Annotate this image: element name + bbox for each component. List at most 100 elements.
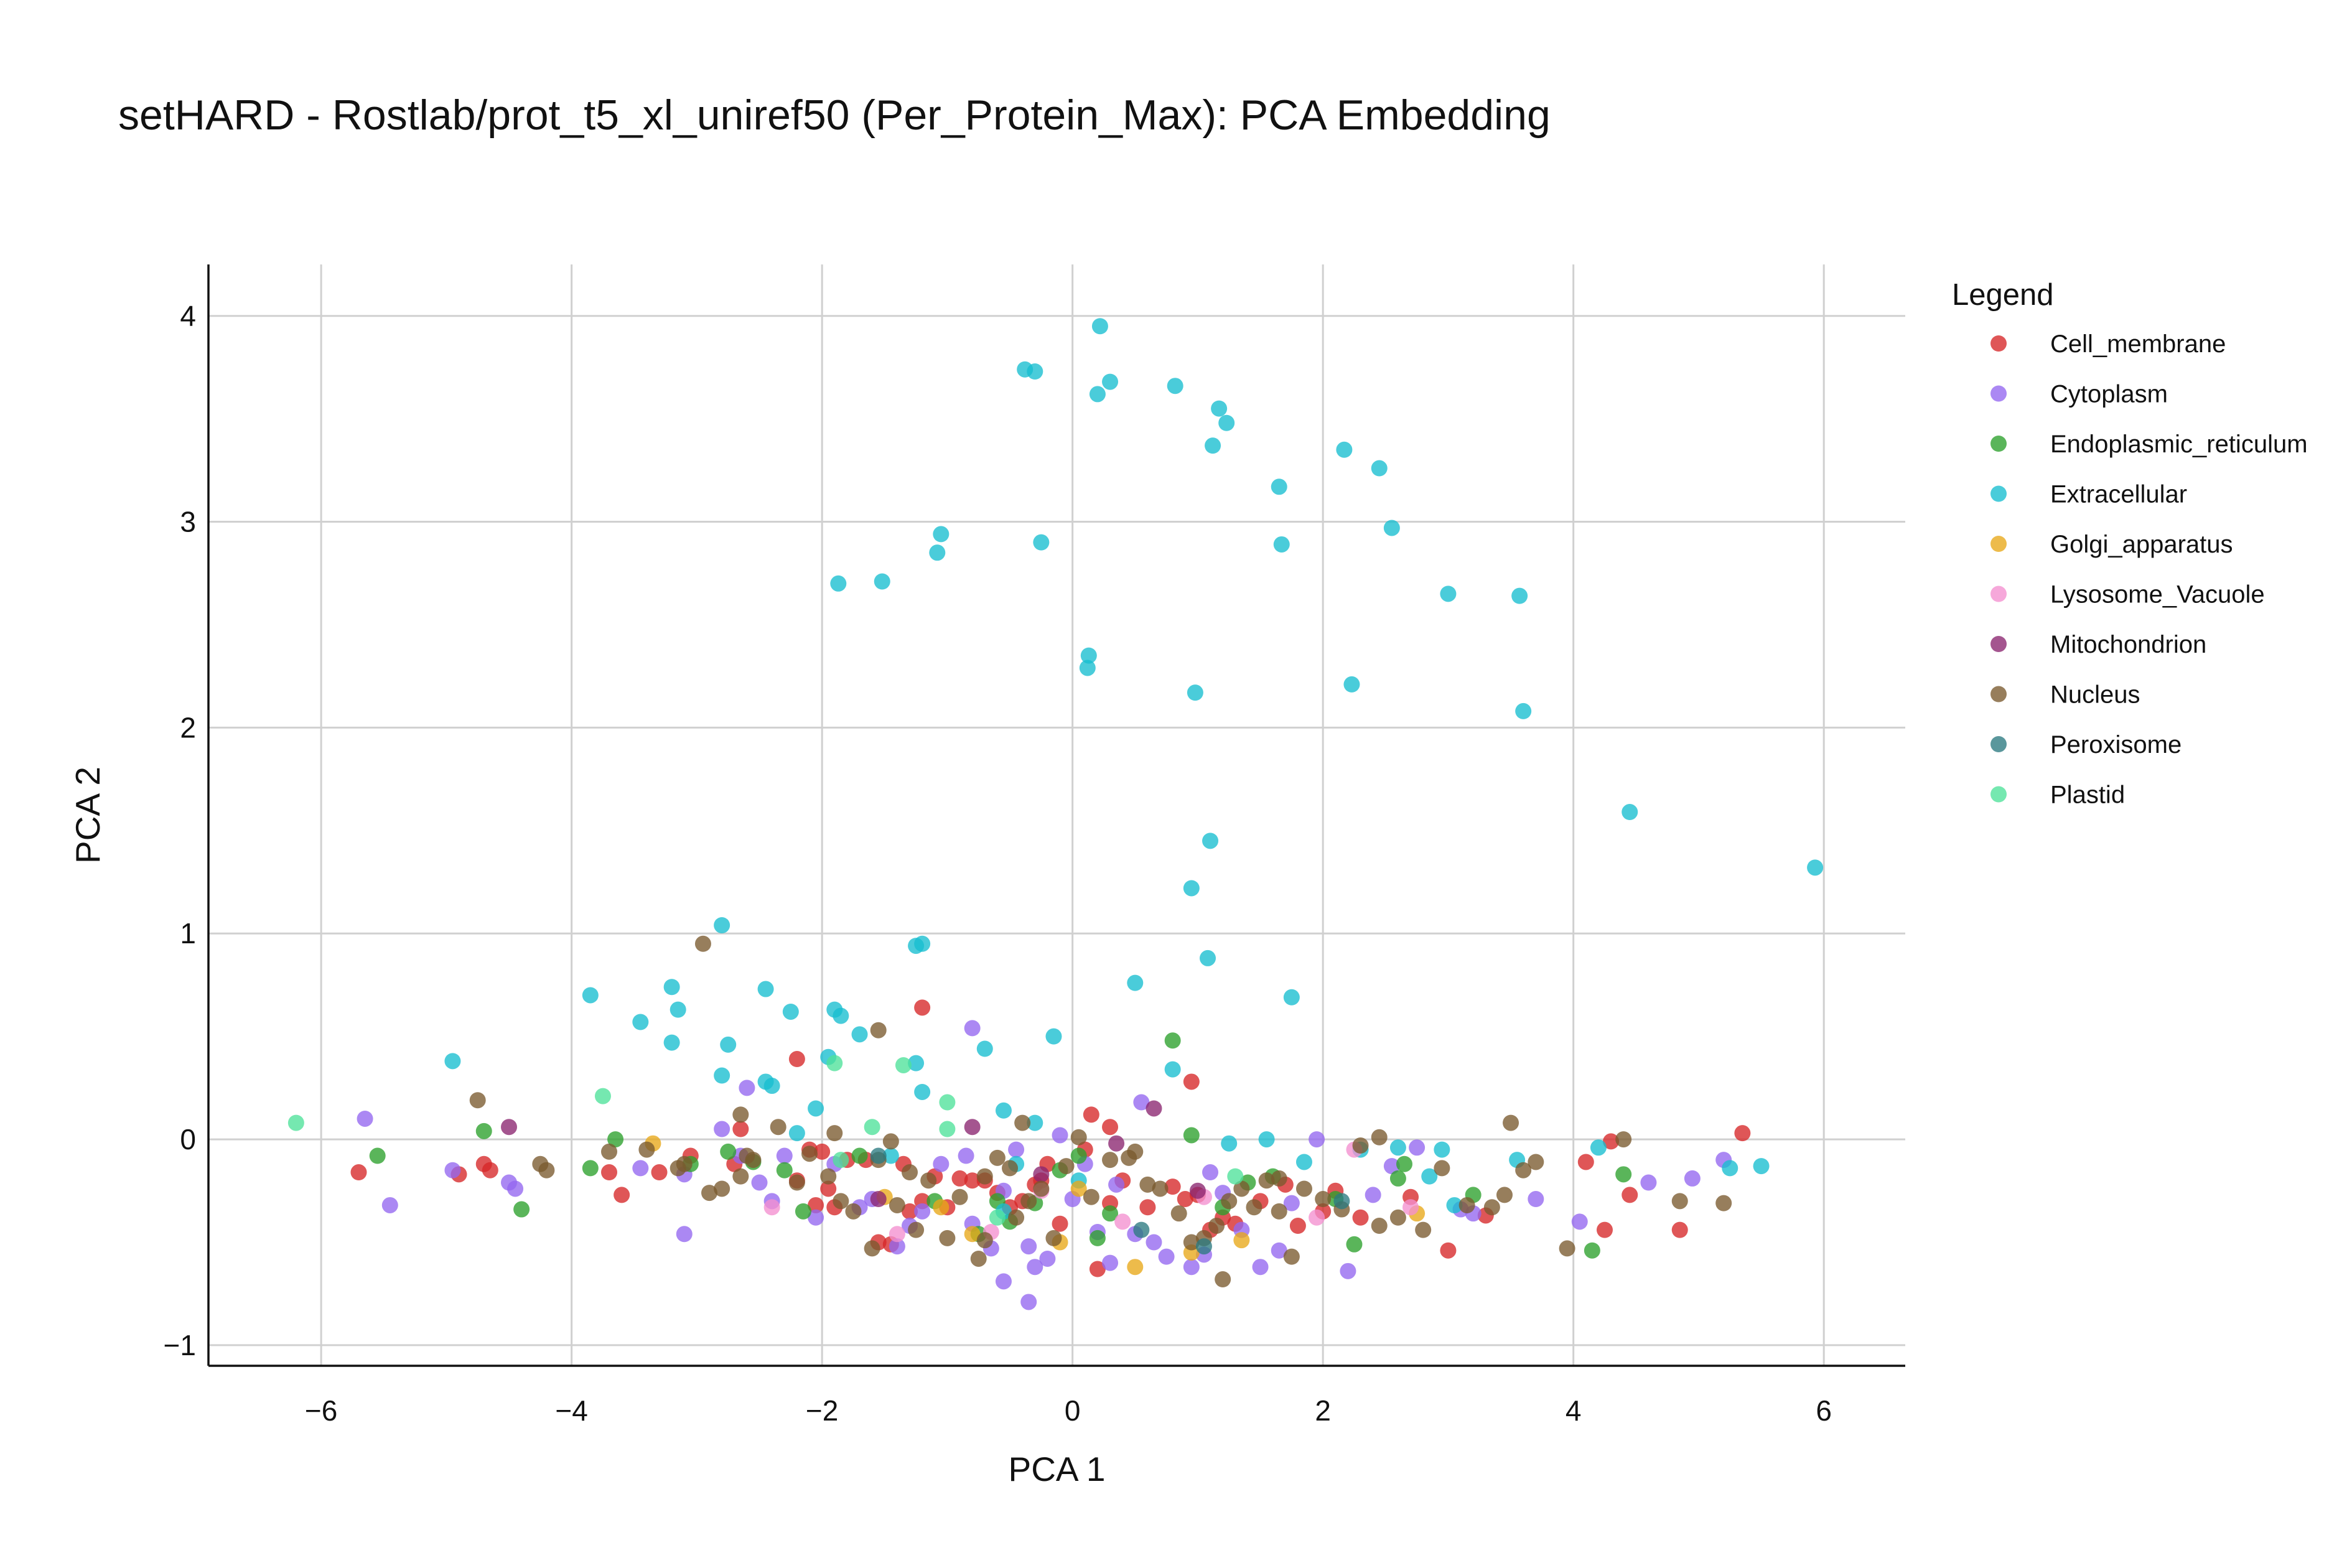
data-point [1715,1195,1732,1211]
data-point [1271,478,1287,495]
data-point [1202,1164,1219,1181]
data-point [964,1020,981,1037]
data-point [1183,1127,1200,1144]
data-point [776,1147,793,1164]
data-point [1221,1135,1238,1152]
data-point [601,1143,618,1160]
data-point [1340,1262,1356,1279]
data-point [1200,950,1216,966]
data-point [1309,1209,1325,1226]
data-point [1258,1172,1275,1189]
data-point [1503,1114,1519,1131]
data-point [1052,1127,1068,1144]
data-point [1371,1218,1388,1234]
legend-marker [1990,335,2007,352]
data-point [826,1055,843,1071]
data-point [714,1067,730,1084]
data-point [1033,1180,1050,1197]
data-point [1352,1137,1369,1154]
data-point [607,1131,624,1148]
data-point [1183,1259,1200,1276]
data-point [763,1199,780,1216]
data-point [1684,1170,1701,1187]
data-point [1152,1180,1169,1197]
legend-label: Extracellular [2050,481,2187,508]
data-point [1164,1061,1181,1078]
data-point [1205,437,1221,454]
data-point [369,1147,386,1164]
data-point [1622,1187,1638,1203]
data-point [1515,1162,1532,1178]
data-point [651,1164,668,1181]
data-point [1271,1203,1287,1220]
legend-label: Endoplasmic_reticulum [2050,431,2308,458]
data-point [870,1191,887,1208]
data-point [582,1160,599,1177]
data-point [1409,1139,1426,1156]
data-point [914,999,931,1016]
data-point [475,1122,492,1139]
data-point [1102,1119,1119,1136]
data-point [720,1036,737,1053]
y-tick-label: −1 [164,1329,196,1361]
data-point [939,1094,956,1111]
legend-label: Golgi_apparatus [2050,531,2233,558]
data-point [1343,676,1360,693]
data-point [1365,1187,1381,1203]
y-tick-label: 2 [180,711,196,744]
legend: Legend Cell_membrane Cytoplasm Endoplasmic… [1952,278,2308,809]
data-point [1070,1147,1087,1164]
data-point [1421,1168,1438,1185]
data-point [1070,1129,1087,1146]
data-point [1807,859,1824,876]
y-tick-label: 0 [180,1123,196,1155]
data-point [582,987,599,1004]
legend-marker [1990,436,2007,452]
data-point [1183,880,1200,897]
data-point [1346,1236,1363,1253]
data-point [287,1114,304,1131]
data-point [1089,386,1106,403]
data-point [714,1121,730,1137]
data-point [1615,1166,1632,1183]
data-point [958,1147,974,1164]
data-point [732,1121,749,1137]
data-point [1133,1094,1150,1111]
data-point [902,1203,918,1220]
data-point [1336,441,1353,458]
legend-marker [1990,686,2007,702]
data-point [788,1174,805,1191]
data-point [1091,318,1108,335]
data-point [1070,1180,1087,1197]
data-point [1058,1158,1075,1175]
data-point [751,1174,768,1191]
data-point [763,1078,780,1094]
legend-marker [1990,385,2007,402]
data-point [1020,1193,1037,1210]
data-point [1127,1259,1144,1276]
data-point [908,1221,925,1238]
data-point [1080,647,1097,664]
x-tick-label: −2 [806,1394,838,1427]
data-point [833,1007,849,1024]
data-point [632,1160,649,1177]
data-point [1584,1242,1600,1259]
data-point [1195,1238,1212,1255]
data-point [851,1147,868,1164]
data-point [757,981,774,997]
data-point [951,1170,968,1187]
data-point [1164,1178,1181,1195]
x-tick-label: −4 [555,1394,587,1427]
data-point [1496,1187,1513,1203]
data-point [732,1168,749,1185]
data-point [1083,1106,1099,1123]
data-point [1133,1221,1150,1238]
data-point [995,1273,1012,1290]
data-point [1295,1180,1312,1197]
x-tick-label: −6 [305,1394,337,1427]
data-point [1603,1133,1620,1150]
data-point [1233,1180,1250,1197]
data-point [663,979,680,996]
data-point [1139,1176,1156,1193]
